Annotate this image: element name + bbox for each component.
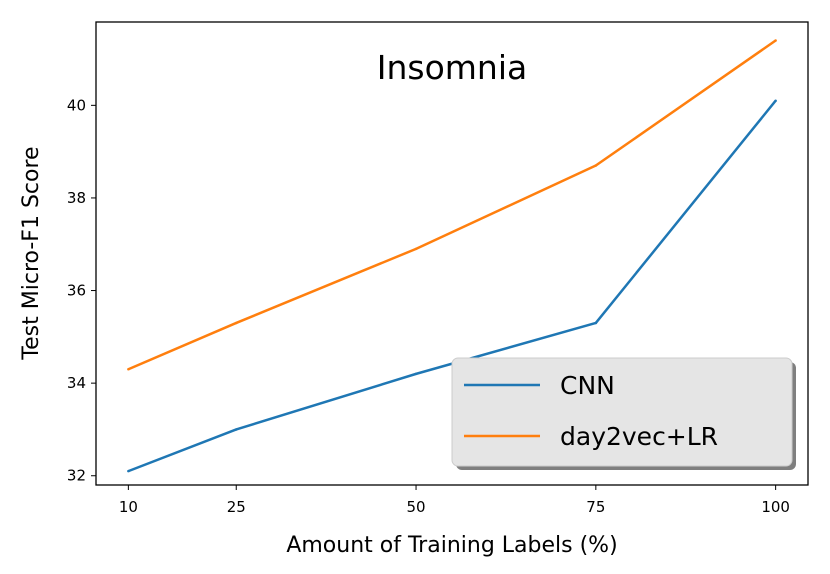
x-tick-label: 25 [227, 498, 246, 516]
x-axis-label: Amount of Training Labels (%) [286, 533, 617, 558]
y-tick-label: 38 [67, 189, 86, 207]
data-point-cnn [234, 428, 238, 431]
y-tick-label: 40 [67, 96, 86, 114]
data-point-day2vec-lr [414, 247, 418, 251]
legend: CNN day2vec+LR [451, 357, 796, 470]
y-tick-label: 36 [67, 282, 86, 300]
legend-label-cnn: CNN [560, 371, 615, 400]
chart-title: Insomnia [377, 48, 527, 87]
data-point-day2vec-lr [127, 368, 130, 371]
x-tick-label: 50 [406, 498, 425, 516]
series-line-day2vec-lr [127, 39, 777, 371]
x-axis: 10 25 50 75 100 [119, 485, 790, 516]
data-point-day2vec-lr [594, 164, 598, 167]
y-axis: 32 34 36 38 40 [67, 96, 96, 485]
x-tick-label: 10 [119, 498, 138, 516]
plot-lines [127, 39, 777, 473]
plot-frame [95, 21, 809, 486]
data-point-cnn [414, 372, 418, 376]
data-point-cnn [594, 321, 598, 325]
y-tick-label: 32 [67, 467, 86, 485]
data-point-day2vec-lr [774, 39, 777, 42]
y-axis-label: Test Micro-F1 Score [19, 146, 44, 360]
legend-label-day2vec-lr: day2vec+LR [560, 422, 718, 451]
data-point-day2vec-lr [234, 321, 238, 325]
x-tick-label: 100 [761, 498, 790, 516]
data-point-cnn [774, 99, 777, 102]
data-point-cnn [127, 469, 130, 473]
y-tick-label: 34 [67, 374, 86, 392]
x-tick-label: 75 [586, 498, 605, 516]
